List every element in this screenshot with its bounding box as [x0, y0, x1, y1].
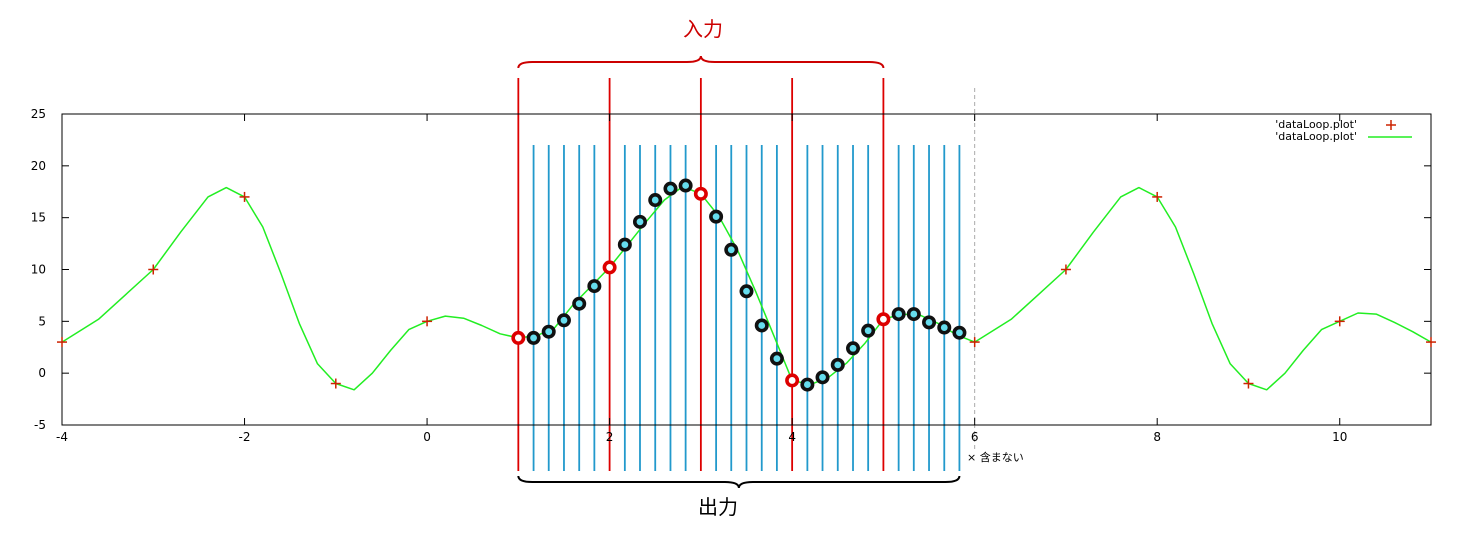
output-sample-circle [952, 325, 967, 340]
data-point-plus [57, 337, 67, 348]
output-sample-circle [891, 307, 906, 322]
output-sample-circle [830, 357, 845, 372]
output-sample-circle [556, 313, 571, 328]
excluded-label: × 含まない [967, 450, 1024, 464]
input-sample-circle [876, 312, 891, 327]
data-point-plus [1060, 264, 1071, 275]
data-point-plus [148, 264, 159, 275]
output-sample-circle [632, 214, 647, 229]
output-sample-circle [754, 318, 769, 333]
output-sample-circle [861, 323, 876, 338]
output-sample-circle [648, 193, 663, 208]
x-tick-label: 2 [606, 430, 614, 444]
input-label: 入力 [683, 17, 723, 41]
output-sample-circle [739, 284, 754, 299]
y-tick-label: 10 [31, 263, 46, 277]
data-point-plus [330, 378, 341, 389]
output-sample-circle [572, 296, 587, 311]
data-point-plus [1426, 337, 1436, 348]
output-sample-circle [617, 237, 632, 252]
legend-label-points: 'dataLoop.plot' [1275, 118, 1357, 131]
x-tick-label: 10 [1332, 430, 1347, 444]
input-brace [517, 55, 885, 69]
y-tick-label: -5 [34, 418, 46, 432]
output-sample-circle [815, 370, 830, 385]
sample-circles [511, 178, 967, 392]
data-point-plus [969, 337, 980, 348]
input-sample-circle [511, 330, 526, 345]
data-point-plus [422, 316, 433, 327]
x-tick-label: 4 [788, 430, 796, 444]
legend-marker-plus [1386, 120, 1396, 130]
output-label: 出力 [698, 495, 738, 519]
x-tick-label: 6 [971, 430, 979, 444]
output-sample-circle [709, 209, 724, 224]
output-sample-circle [678, 178, 693, 193]
output-brace [517, 475, 961, 489]
y-tick-label: 20 [31, 159, 46, 173]
data-point-plus [1152, 191, 1163, 202]
input-sample-lines [517, 78, 976, 471]
y-tick-label: 15 [31, 211, 46, 225]
y-tick-label: 25 [31, 107, 46, 121]
output-sample-circle [526, 330, 541, 345]
input-sample-circle [693, 186, 708, 201]
output-sample-circle [922, 315, 937, 330]
plot-axes: -5 0 5 10 15 20 25 -4 -2 0 2 4 6 8 10 [31, 107, 1432, 444]
output-sample-circle [906, 307, 921, 322]
x-tick-label: 8 [1153, 430, 1161, 444]
output-sample-circle [937, 320, 952, 335]
output-sample-circle [846, 341, 861, 356]
output-sample-circle [800, 377, 815, 392]
series-line [61, 185, 1432, 391]
interpolated-curve [61, 185, 1432, 391]
legend-label-line: 'dataLoop.plot' [1275, 130, 1357, 143]
annotations: 入力 出力 × 含まない [517, 17, 1024, 519]
x-tick-label: 0 [423, 430, 431, 444]
output-sample-circle [663, 181, 678, 196]
y-tick-label: 5 [38, 314, 46, 328]
output-sample-circle [769, 351, 784, 366]
y-tick-label: 0 [38, 366, 46, 380]
legend: 'dataLoop.plot' 'dataLoop.plot' [1275, 118, 1412, 143]
data-point-plus [1334, 316, 1345, 327]
output-sample-circle [724, 242, 739, 257]
input-sample-circle [602, 260, 617, 275]
data-point-plus [1243, 378, 1254, 389]
output-sample-circle [541, 324, 556, 339]
x-tick-label: -2 [239, 430, 251, 444]
input-sample-circle [785, 373, 800, 388]
data-point-plus [239, 191, 250, 202]
output-sample-circle [587, 279, 602, 294]
x-tick-label: -4 [56, 430, 68, 444]
